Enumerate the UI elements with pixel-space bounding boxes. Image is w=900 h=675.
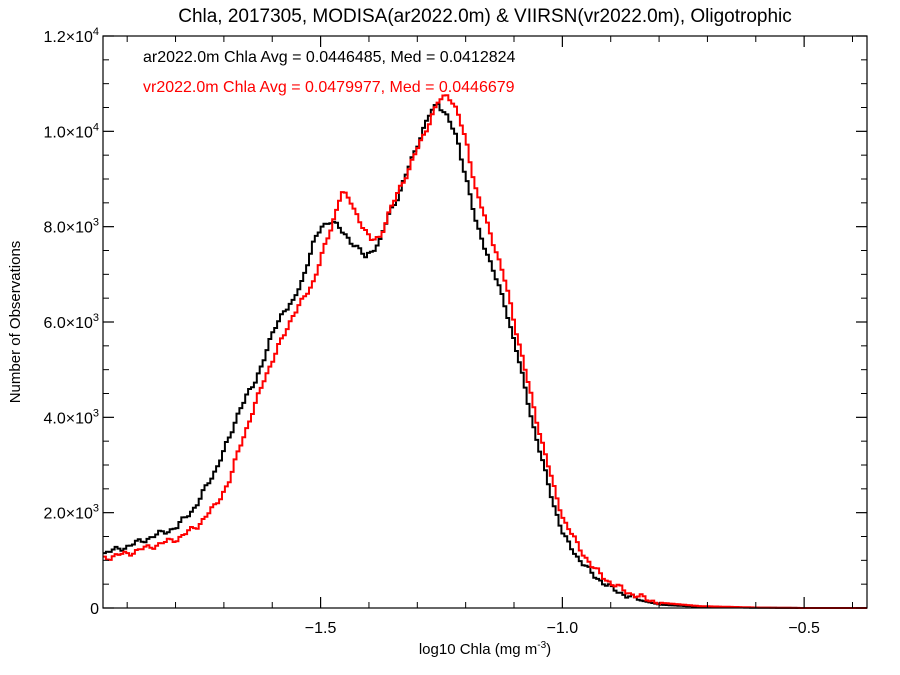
series-layer bbox=[103, 94, 867, 609]
histogram-series-0 bbox=[103, 102, 867, 609]
x-axis-label: log10 Chla (mg m-3) bbox=[419, 640, 551, 658]
y-tick-label-3: 6.0×103 bbox=[43, 312, 99, 332]
x-tick-label-0: −1.5 bbox=[305, 620, 337, 637]
y-tick-label-1: 2.0×103 bbox=[43, 503, 99, 523]
y-tick-label-0: 0 bbox=[90, 601, 99, 618]
plot-frame bbox=[102, 35, 868, 609]
chart-title: Chla, 2017305, MODISA(ar2022.0m) & VIIRS… bbox=[178, 6, 792, 27]
y-tick-label-2: 4.0×103 bbox=[43, 407, 99, 427]
histogram-series-1 bbox=[103, 94, 867, 609]
y-axis-label: Number of Observations bbox=[7, 241, 24, 404]
annotation-vr2022: vr2022.0m Chla Avg = 0.0479977, Med = 0.… bbox=[143, 79, 515, 96]
annotation-ar2022: ar2022.0m Chla Avg = 0.0446485, Med = 0.… bbox=[143, 49, 516, 66]
y-tick-label-6: 1.2×104 bbox=[43, 26, 99, 46]
axis-layer: −1.5 −1.0 −0.5 0 2.0×103 4.0×103 6.0×103 8.0×10… bbox=[43, 26, 867, 637]
y-tick-label-5: 1.0×104 bbox=[43, 121, 99, 141]
x-tick-label-2: −0.5 bbox=[788, 620, 820, 637]
x-tick-label-1: −1.0 bbox=[547, 620, 579, 637]
y-tick-label-4: 8.0×103 bbox=[43, 217, 99, 237]
